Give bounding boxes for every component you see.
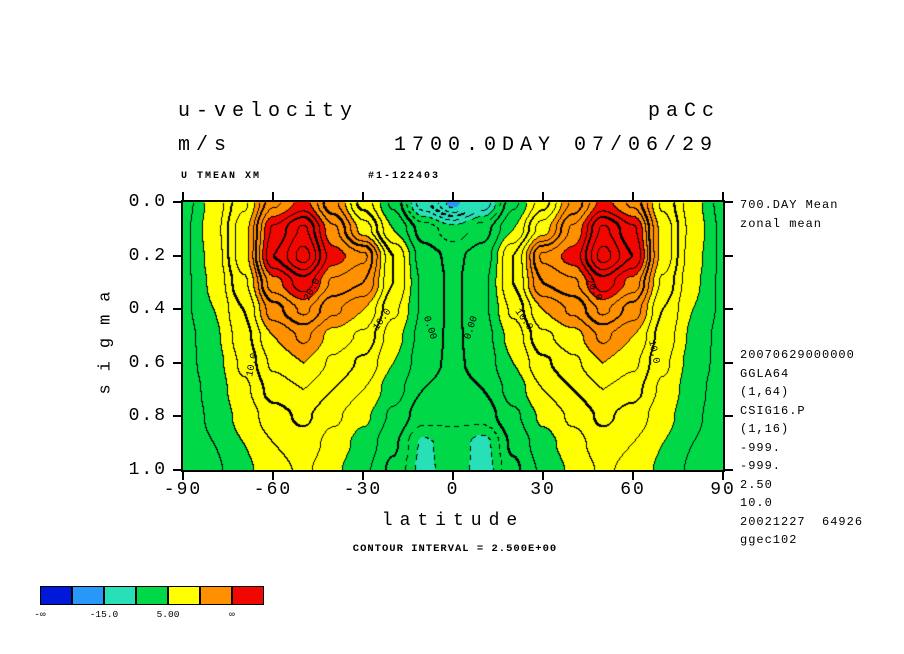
y-axis-title: sigma: [96, 278, 116, 395]
y-tick-mark: [173, 201, 181, 203]
x-tick-mark: [632, 192, 634, 200]
y-tick-mark: [725, 254, 733, 257]
annotation-line: ggec102: [740, 533, 798, 547]
x-tick-mark: [722, 192, 724, 200]
annotation-line: GGLA64: [740, 366, 790, 381]
colorbar-segment: [136, 586, 168, 605]
y-tick-mark: [173, 308, 181, 311]
plot-frame: [181, 200, 725, 472]
x-tick-label: 90: [710, 480, 736, 500]
colorbar-segment: [232, 586, 264, 605]
x-tick-mark: [182, 192, 184, 200]
annotation-line: (1,16): [740, 422, 790, 436]
annotation-line: 700.DAY Mean: [740, 198, 839, 212]
annotation-line: 2.50: [740, 477, 773, 492]
contour-interval-label: CONTOUR INTERVAL = 2.500E+00: [352, 543, 558, 555]
y-tick-label: 0.6: [128, 352, 167, 373]
contour-canvas: [183, 202, 723, 470]
x-tick-mark: [182, 472, 184, 480]
x-tick-mark: [272, 192, 274, 200]
x-tick-label: 60: [620, 480, 646, 500]
annotation-line: (1,64): [740, 385, 790, 399]
x-tick-mark: [362, 192, 364, 200]
x-tick-mark: [722, 472, 724, 480]
run-id-label: #1-122403: [368, 171, 441, 182]
y-tick-mark: [725, 361, 733, 364]
plot-title: u-velocity: [178, 100, 359, 123]
colorbar-segment: [40, 586, 72, 605]
y-tick-mark: [173, 361, 181, 364]
colorbar-tick-label: -15.0: [89, 609, 119, 620]
y-tick-mark: [725, 469, 733, 471]
y-tick-label: 1.0: [128, 460, 167, 480]
plot-datetime-label: 1700.0DAY 07/06/29: [394, 134, 719, 157]
colorbar-segment: [200, 586, 232, 605]
x-tick-label: 30: [530, 480, 556, 500]
x-axis-title: latitude: [381, 511, 525, 531]
annotation-block-bottom: 20070629000000 GGLA64 (1,64) CSIG16.P (1,16)…: [740, 346, 863, 550]
annotation-line: 20070629000000: [740, 348, 855, 362]
x-tick-mark: [542, 472, 544, 480]
colorbar-segment: [168, 586, 200, 605]
colorbar-tick-label: ∞: [229, 609, 235, 620]
annotation-line: CSIG16.P: [740, 403, 806, 418]
x-tick-mark: [542, 192, 544, 200]
y-tick-mark: [173, 415, 181, 418]
x-tick-mark: [452, 192, 454, 200]
annotation-block-top: 700.DAY Mean zonal mean: [740, 196, 838, 233]
x-tick-mark: [272, 472, 274, 480]
y-tick-label: 0.0: [128, 192, 167, 212]
x-tick-label: -30: [343, 480, 383, 500]
field-id-label: U TMEAN XM: [181, 171, 262, 182]
x-tick-mark: [362, 472, 364, 480]
annotation-line: -999.: [740, 459, 782, 473]
y-tick-label: 0.4: [128, 299, 167, 320]
y-tick-label: 0.8: [128, 406, 167, 427]
y-tick-mark: [725, 201, 733, 203]
colorbar-tick-label: -∞: [34, 609, 46, 620]
colorbar-segment: [104, 586, 136, 605]
colorbar-tick-label: 5.00: [156, 609, 180, 620]
colorbar-segment: [72, 586, 104, 605]
y-tick-mark: [173, 469, 181, 471]
y-tick-mark: [725, 415, 733, 418]
x-tick-label: -90: [163, 480, 203, 500]
y-tick-mark: [725, 308, 733, 311]
annotation-line: 20021227 64926: [740, 514, 864, 529]
x-tick-mark: [452, 472, 454, 480]
y-tick-label: 0.2: [128, 245, 167, 266]
x-tick-label: 0: [446, 480, 460, 500]
annotation-line: zonal mean: [740, 216, 823, 231]
x-tick-mark: [632, 472, 634, 480]
y-tick-mark: [173, 254, 181, 257]
annotation-line: -999.: [740, 440, 782, 455]
x-tick-label: -60: [253, 480, 293, 500]
annotation-line: 10.0: [740, 496, 773, 510]
plot-units-label: m/s: [178, 134, 233, 157]
plot-corner-tag: paCc: [648, 100, 721, 123]
